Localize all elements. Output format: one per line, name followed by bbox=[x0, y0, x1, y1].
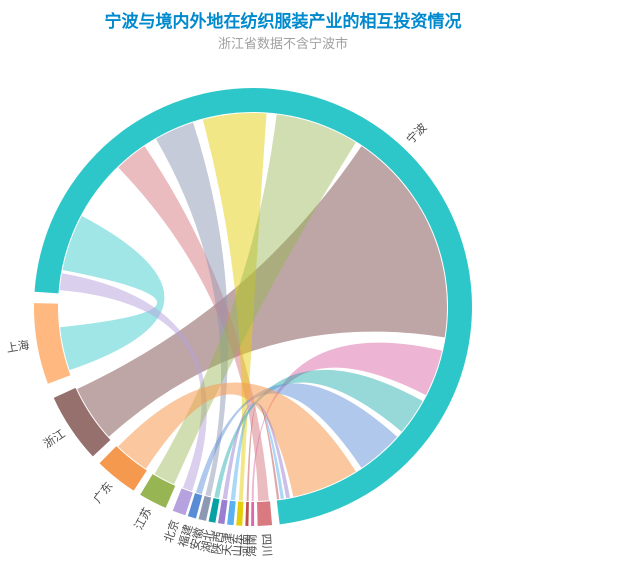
chord-sector-jiangsu[interactable] bbox=[140, 474, 176, 508]
chord-ribbon-tianjin[interactable] bbox=[230, 403, 285, 501]
chord-label-guangdong: 广东 bbox=[91, 480, 116, 506]
chord-ribbon-shanghai[interactable] bbox=[60, 215, 165, 371]
chord-sector-tianjin[interactable] bbox=[227, 500, 236, 526]
chord-label-hainan: 海南 bbox=[245, 534, 259, 557]
chord-sector-henan[interactable] bbox=[245, 501, 249, 526]
chord-sector-shanghai[interactable] bbox=[33, 303, 71, 384]
chord-sector-hubei[interactable] bbox=[208, 497, 220, 523]
chord-label-shandong: 山东 bbox=[230, 533, 244, 557]
chord-sector-shaanxi[interactable] bbox=[217, 499, 228, 525]
chord-ribbon-hubei[interactable] bbox=[214, 369, 423, 498]
chord-ribbon-anhui[interactable] bbox=[156, 122, 229, 497]
chord-sector-hainan[interactable] bbox=[251, 501, 255, 527]
chord-sector-fujian[interactable] bbox=[187, 493, 203, 519]
chord-label-jiangsu: 江苏 bbox=[132, 506, 154, 532]
chord-label-shaanxi: 陕西 bbox=[209, 530, 226, 555]
chord-sector-anhui[interactable] bbox=[198, 495, 212, 521]
chord-label-sichuan: 四川 bbox=[259, 533, 273, 557]
chord-sector-beijing[interactable] bbox=[172, 488, 193, 516]
chord-label-henan: 河南 bbox=[238, 534, 253, 557]
chord-ribbon-zhejiang[interactable] bbox=[77, 146, 447, 437]
chord-ribbon-guangdong[interactable] bbox=[118, 382, 356, 497]
chord-ribbon-shandong[interactable] bbox=[202, 112, 267, 501]
chord-sector-guangdong[interactable] bbox=[99, 446, 147, 491]
chord-ribbon-henan[interactable] bbox=[246, 403, 280, 501]
chord-sector-sichuan[interactable] bbox=[257, 501, 273, 526]
chord-ribbon-fujian[interactable] bbox=[195, 383, 398, 495]
chord-sector-shandong[interactable] bbox=[236, 501, 244, 526]
chord-sector-zhejiang[interactable] bbox=[53, 387, 111, 457]
chord-label-tianjin: 天津 bbox=[220, 532, 235, 556]
chord-ribbon-beijing[interactable] bbox=[59, 273, 207, 492]
chord-ribbon-hainan[interactable] bbox=[251, 342, 443, 502]
chord-ribbon-sichuan[interactable] bbox=[118, 146, 269, 501]
chord-label-shanghai: 上海 bbox=[5, 338, 31, 356]
chord-label-ningbo: 宁波 bbox=[403, 120, 429, 147]
chord-ribbon-shaanxi[interactable] bbox=[222, 402, 291, 500]
chord-label-hubei: 湖北 bbox=[198, 528, 216, 554]
chord-label-zhejiang: 浙江 bbox=[41, 427, 68, 451]
